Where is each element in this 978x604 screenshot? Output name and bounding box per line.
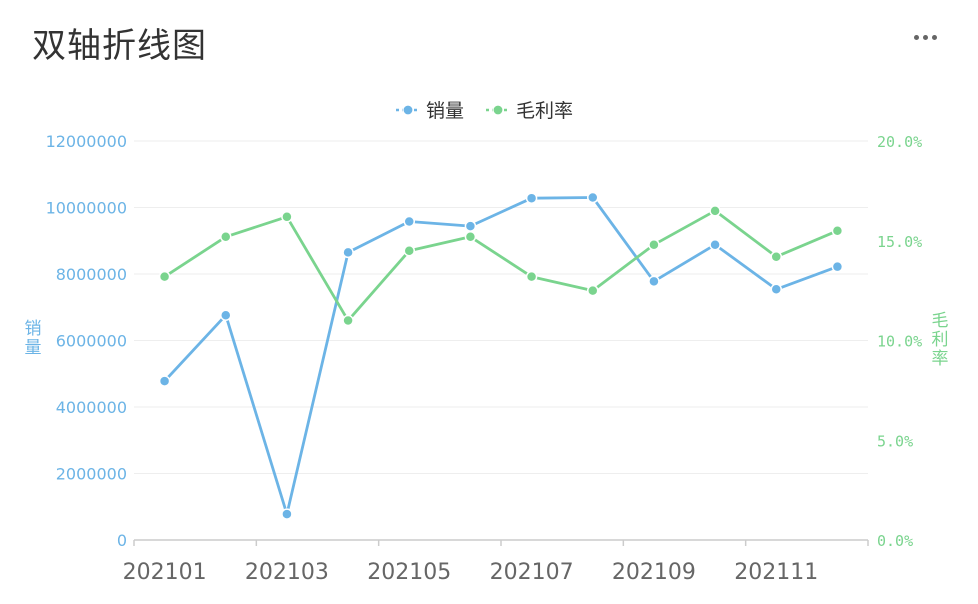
- x-tick-label: 202103: [245, 560, 329, 585]
- x-tick-label: 202111: [734, 560, 818, 585]
- x-tick-label: 202105: [367, 560, 451, 585]
- data-point-margin[interactable]: [648, 238, 660, 251]
- data-point-sales[interactable]: [220, 309, 232, 321]
- data-point-sales[interactable]: [281, 508, 293, 520]
- data-point-margin[interactable]: [587, 284, 599, 297]
- data-point-margin[interactable]: [158, 270, 171, 283]
- legend-item-margin[interactable]: 毛利率: [516, 100, 573, 122]
- data-point-sales[interactable]: [464, 220, 477, 232]
- data-point-margin[interactable]: [770, 250, 782, 263]
- y-left-tick-label: 12000000: [46, 132, 127, 151]
- data-point-margin[interactable]: [342, 314, 354, 327]
- data-point-margin[interactable]: [525, 270, 538, 283]
- data-point-sales[interactable]: [158, 375, 171, 387]
- x-tick-label: 202107: [490, 560, 574, 585]
- y-right-tick-label: 5.0%: [877, 432, 913, 450]
- data-point-sales[interactable]: [587, 191, 599, 204]
- y-left-axis-title: 量: [25, 338, 42, 358]
- legend-marker-icon[interactable]: [402, 104, 414, 116]
- data-point-sales[interactable]: [831, 260, 844, 273]
- more-dot: [931, 34, 937, 40]
- page-title: 双轴折线图: [32, 26, 207, 66]
- data-point-sales[interactable]: [342, 246, 354, 259]
- data-point-sales[interactable]: [648, 275, 660, 288]
- series-line-margin: [163, 209, 838, 323]
- y-left-tick-label: 4000000: [56, 398, 127, 417]
- x-tick-label: 202101: [123, 560, 207, 585]
- data-point-margin[interactable]: [281, 211, 293, 223]
- y-right-axis-title: 利: [932, 330, 949, 350]
- data-point-margin[interactable]: [831, 225, 844, 237]
- more-dot: [922, 34, 928, 40]
- more-dot: [913, 34, 919, 40]
- x-tick-label: 202109: [612, 560, 696, 585]
- data-point-margin[interactable]: [220, 231, 232, 243]
- y-left-tick-label: 0: [117, 531, 127, 550]
- y-right-tick-label: 15.0%: [877, 233, 922, 251]
- data-point-sales[interactable]: [770, 283, 782, 296]
- more-options-icon[interactable]: [910, 22, 940, 52]
- y-left-tick-label: 8000000: [56, 265, 127, 284]
- y-left-tick-label: 10000000: [46, 199, 127, 218]
- y-right-axis-title: 率: [932, 349, 949, 369]
- data-point-sales[interactable]: [525, 192, 538, 204]
- y-left-tick-label: 2000000: [56, 465, 127, 484]
- y-right-tick-label: 10.0%: [877, 333, 922, 351]
- y-left-tick-label: 6000000: [56, 332, 127, 351]
- data-point-margin[interactable]: [709, 205, 721, 217]
- y-left-axis-title: 销: [25, 319, 42, 339]
- data-point-margin[interactable]: [403, 244, 415, 257]
- legend-item-sales[interactable]: 销量: [426, 100, 464, 122]
- y-right-tick-label: 0.0%: [877, 532, 913, 550]
- data-point-sales[interactable]: [709, 238, 721, 251]
- data-point-sales[interactable]: [403, 215, 415, 228]
- data-point-margin[interactable]: [464, 231, 477, 243]
- y-right-tick-label: 20.0%: [877, 133, 922, 151]
- series-line-sales: [163, 196, 838, 516]
- y-right-axis-title: 毛: [932, 311, 949, 331]
- legend-marker-icon[interactable]: [492, 104, 504, 116]
